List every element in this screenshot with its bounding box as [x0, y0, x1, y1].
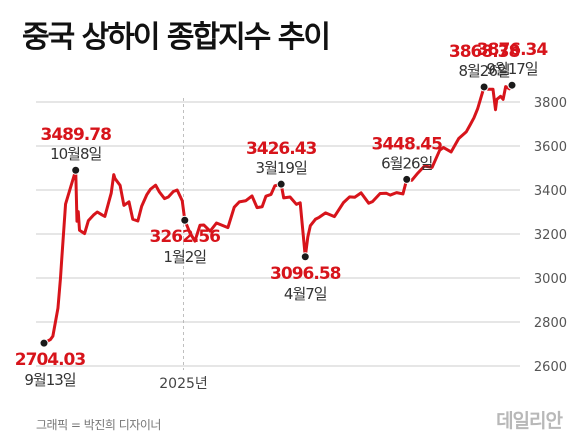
- value-label: 3868.38: [449, 42, 520, 62]
- series-line: [42, 83, 514, 345]
- y-tick-label: 2600: [534, 360, 567, 375]
- date-label: 9월13일: [24, 371, 75, 389]
- point-marker: [276, 179, 286, 189]
- value-label: 3426.43: [246, 139, 317, 159]
- series-layer: [42, 83, 514, 345]
- point-markers: [39, 80, 517, 348]
- date-label: 4월7일: [284, 285, 327, 303]
- gridlines: [36, 101, 520, 367]
- x-tick-label: 2025년: [159, 376, 208, 392]
- value-label: 3448.45: [372, 134, 443, 154]
- point-marker: [507, 80, 517, 90]
- y-tick-label: 3400: [534, 184, 567, 199]
- y-tick-label: 3800: [534, 96, 567, 111]
- value-label: 3489.78: [40, 125, 111, 145]
- point-marker: [402, 174, 412, 184]
- value-label: 3876.34: [477, 40, 549, 60]
- point-marker: [71, 165, 81, 175]
- point-marker: [300, 252, 310, 262]
- value-label: 3262.56: [150, 227, 221, 247]
- value-label: 2704.03: [15, 350, 86, 370]
- point-marker: [479, 82, 489, 92]
- y-tick-label: 3600: [534, 140, 567, 155]
- x-axis: 2025년: [159, 98, 208, 392]
- date-label: 3월19일: [256, 159, 307, 177]
- y-tick-label: 3200: [534, 228, 567, 243]
- value-label: 3096.58: [270, 264, 341, 284]
- date-label: 10월8일: [50, 145, 101, 163]
- chart-title: 중국 상하이 종합지수 추이: [22, 20, 331, 55]
- graphic-credit: 그래픽 = 박진희 디자이너: [36, 418, 161, 432]
- date-label: 6월26일: [381, 154, 432, 172]
- date-label: 1월2일: [163, 248, 206, 266]
- y-tick-label: 2800: [534, 316, 567, 331]
- publisher-logo: 데일리안: [496, 410, 563, 432]
- point-marker: [180, 215, 190, 225]
- date-label: 8월26일: [458, 62, 509, 80]
- y-tick-label: 3000: [534, 272, 567, 287]
- date-label: 9월17일: [486, 60, 537, 78]
- y-axis-ticks: 2600 2800 3000 3200 3400 3600 3800: [534, 96, 567, 375]
- point-marker: [39, 338, 49, 348]
